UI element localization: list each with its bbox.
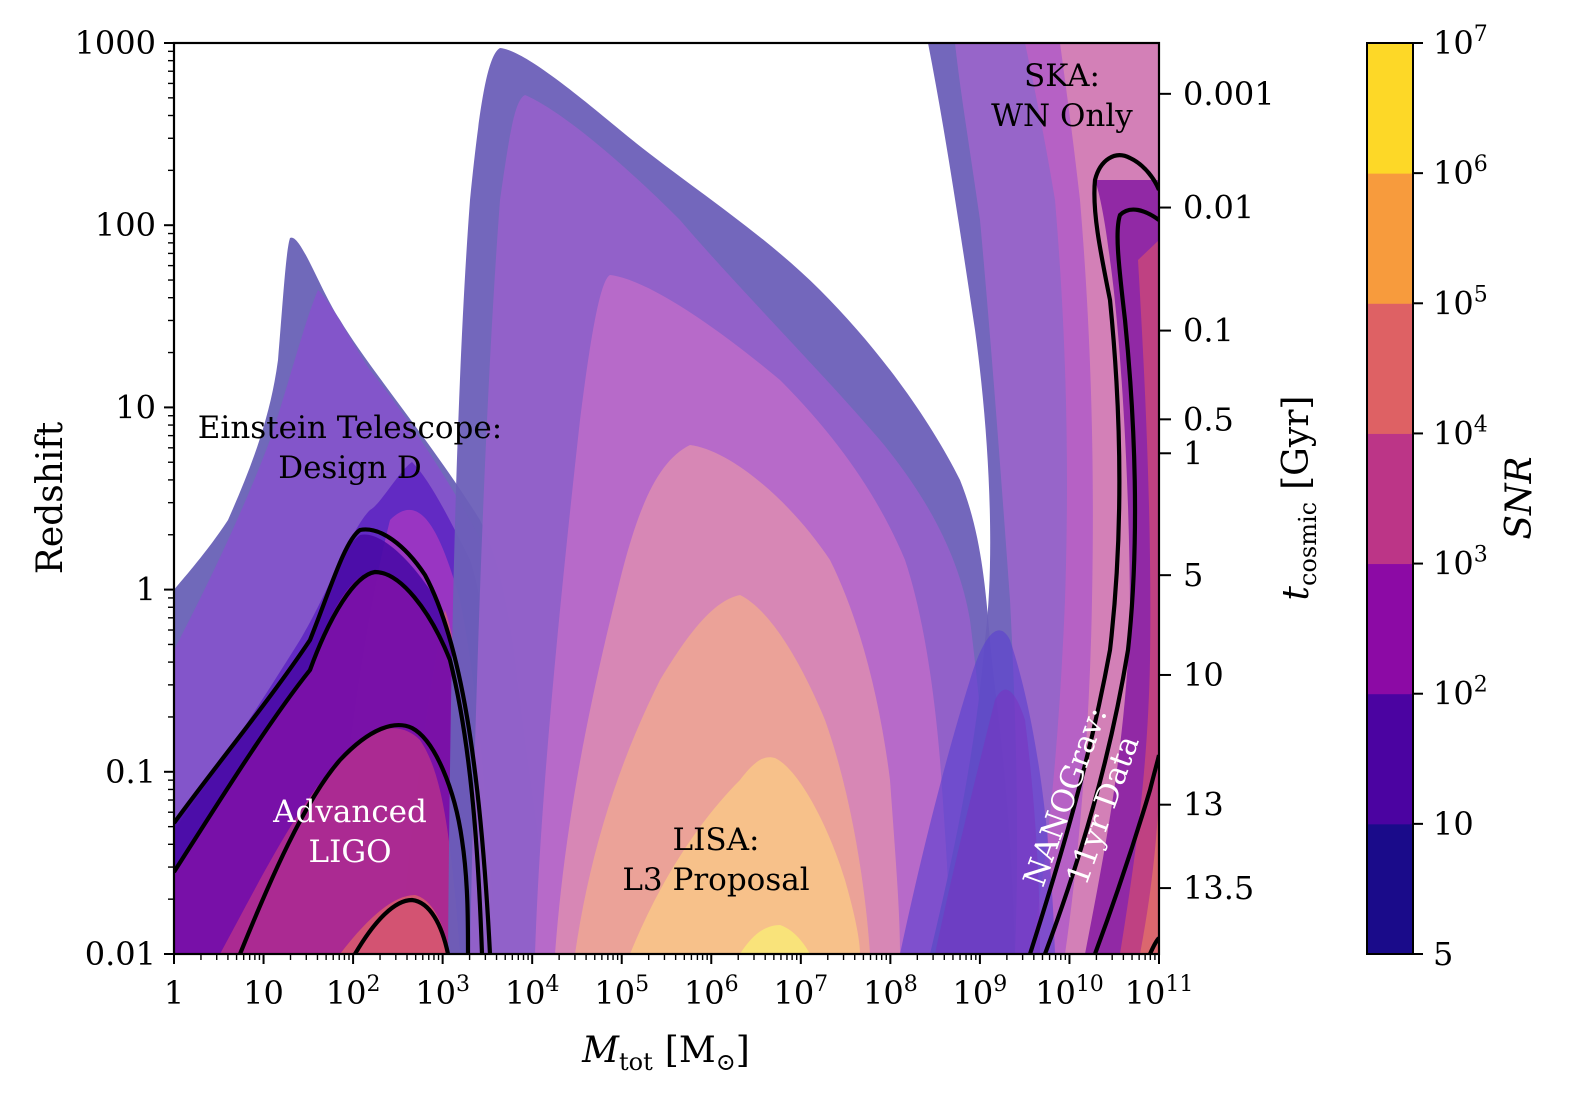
right-tick-label: 0.5 xyxy=(1183,400,1234,438)
x-axis-title: Mtot [M⊙] xyxy=(581,1030,750,1076)
right-tick-label: 10 xyxy=(1183,656,1224,694)
right-tick-label: 0.1 xyxy=(1183,312,1234,350)
ska-label-line1: SKA: xyxy=(1024,58,1100,94)
ligo-contour-inner xyxy=(174,569,485,954)
colorbar-tick-label: 106 xyxy=(1433,152,1488,192)
right-tick-label: 13 xyxy=(1183,786,1224,824)
svg-text:SKA:WN Only: SKA: WN Only xyxy=(991,58,1133,134)
colorbar-tick-label: 104 xyxy=(1433,412,1488,452)
ligo-label-line2: LIGO xyxy=(308,834,391,870)
ska-band-snr-1000000 xyxy=(1140,800,1159,954)
ligo-contour-mid xyxy=(238,723,471,954)
lisa-band-snr-100000 xyxy=(630,757,860,954)
colorbar-segment xyxy=(1367,693,1413,825)
right-tick-label: 0.01 xyxy=(1183,189,1254,227)
y-tick-label: 0.01 xyxy=(85,935,156,973)
x-tick-label: 1011 xyxy=(1125,972,1194,1012)
colorbar-tick-label: 10 xyxy=(1433,805,1474,843)
threshold-contours xyxy=(174,153,1159,954)
y-tick-label: 10 xyxy=(115,388,156,426)
ska-contour-outer xyxy=(1027,153,1159,954)
svg-text:LISA:L3 Proposal: LISA: L3 Proposal xyxy=(622,822,809,898)
x-tick-label: 1 xyxy=(164,974,184,1012)
x-tick-label: 104 xyxy=(505,972,560,1012)
ska-contour-low xyxy=(1093,754,1159,954)
lisa-band-snr-1000000 xyxy=(740,925,810,954)
x-tick-label: 10 xyxy=(243,974,284,1012)
colorbar-segment xyxy=(1367,563,1413,695)
colorbar-title: SNR xyxy=(1499,456,1540,539)
right-tick-label: 13.5 xyxy=(1183,869,1254,907)
svg-text:Einstein Telescope:Design D: Einstein Telescope: Design D xyxy=(198,410,502,486)
colorbar-frame xyxy=(1366,42,1414,955)
colorbar: 5 10 102 103 104 105 106 107 xyxy=(1366,22,1488,973)
ligo-band-snr-10000 xyxy=(340,895,450,954)
colorbar-segment xyxy=(1367,303,1413,434)
y-axis-title: Redshift xyxy=(30,421,71,574)
ska-contour-inner xyxy=(1043,207,1159,954)
y-tick-label: 100 xyxy=(95,206,156,244)
plot-frame xyxy=(172,41,1161,956)
x-tick-label: 109 xyxy=(953,972,1008,1012)
right-axis-ticks: 0.001 0.01 0.1 0.51 5 10 13 13.5 xyxy=(1159,75,1275,907)
x-tick-label: 1010 xyxy=(1035,972,1104,1012)
right-tick-label: 0.001 xyxy=(1183,75,1275,113)
x-tick-label: 103 xyxy=(415,972,470,1012)
colorbar-tick-label: 105 xyxy=(1433,282,1488,322)
ligo-label-line1: Advanced xyxy=(272,794,427,830)
colorbar-tick-label: 107 xyxy=(1433,22,1488,62)
et-label-line2: Design D xyxy=(278,450,422,486)
right-tick-label: 5 xyxy=(1183,556,1203,594)
colorbar-segment xyxy=(1367,823,1413,955)
advanced-ligo-region xyxy=(174,534,490,954)
colorbar-segment xyxy=(1367,433,1413,565)
right-tick-label: 1 xyxy=(1183,434,1203,472)
ligo-contour-outer xyxy=(174,527,493,954)
et-label-line1: Einstein Telescope: xyxy=(198,410,502,446)
contour-regions xyxy=(174,43,1159,954)
y-tick-label: 1 xyxy=(136,571,156,609)
colorbar-tick-label: 5 xyxy=(1433,935,1453,973)
lisa-label-line2: L3 Proposal xyxy=(622,862,809,898)
y-tick-label: 1000 xyxy=(75,24,156,62)
x-tick-label: 108 xyxy=(863,972,918,1012)
colorbar-tick-label: 102 xyxy=(1433,673,1488,713)
colorbar-segment xyxy=(1367,43,1413,174)
ska-band-snr-10000 xyxy=(1085,180,1159,954)
colorbar-segment xyxy=(1367,173,1413,304)
nanograv-region xyxy=(900,630,1055,954)
ska-label-line2: WN Only xyxy=(991,98,1133,134)
ska-band-snr-100000 xyxy=(1120,240,1159,954)
lisa-region xyxy=(448,48,1015,954)
x-axis-ticks: 1 10 102 103 104 105 106 107 108 109 1010 1011 xyxy=(164,954,1194,1012)
x-tick-label: 106 xyxy=(684,972,739,1012)
colorbar-tick-label: 103 xyxy=(1433,543,1488,583)
nanograv-band-snr-10 xyxy=(935,689,1040,954)
x-tick-label: 105 xyxy=(594,972,649,1012)
ligo-contour-core xyxy=(353,897,451,954)
right-axis-title: tcosmic[Gyr] xyxy=(1276,396,1322,601)
lisa-label-line1: LISA: xyxy=(673,822,760,858)
ligo-band-snr-1000 xyxy=(220,728,460,954)
y-axis-ticks: 0.01 0.1 1 10 100 1000 xyxy=(75,24,174,973)
x-tick-label: 102 xyxy=(326,972,381,1012)
y-tick-label: 0.1 xyxy=(105,753,156,791)
x-tick-label: 107 xyxy=(773,972,828,1012)
